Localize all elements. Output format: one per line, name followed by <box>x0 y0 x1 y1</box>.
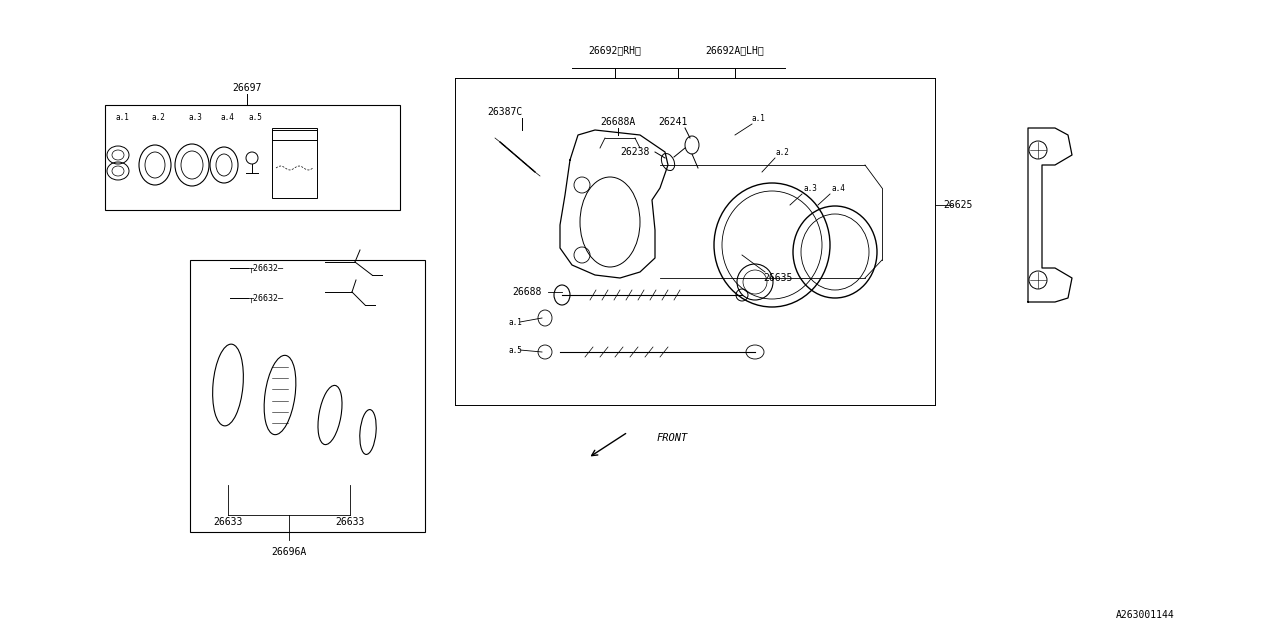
Text: 26633: 26633 <box>335 517 365 527</box>
Text: 26635: 26635 <box>763 273 792 283</box>
Text: a.5: a.5 <box>508 346 522 355</box>
Text: 26633: 26633 <box>214 517 243 527</box>
Bar <box>105 105 401 210</box>
Bar <box>273 130 317 140</box>
Text: a.1: a.1 <box>508 317 522 326</box>
Text: 26692A〈LH〉: 26692A〈LH〉 <box>705 45 764 55</box>
Text: 26697: 26697 <box>232 83 261 93</box>
Text: a.3: a.3 <box>188 113 202 122</box>
Text: a.1: a.1 <box>751 113 765 122</box>
Text: a.3: a.3 <box>803 184 817 193</box>
Text: a.2: a.2 <box>151 113 165 122</box>
Text: a.5: a.5 <box>248 113 262 122</box>
Text: 26238: 26238 <box>621 147 650 157</box>
Text: a.2: a.2 <box>776 147 788 157</box>
Text: a.4: a.4 <box>831 184 845 193</box>
Text: 26625: 26625 <box>943 200 973 210</box>
Text: a.1: a.1 <box>115 113 129 122</box>
Text: 26692〈RH〉: 26692〈RH〉 <box>589 45 641 55</box>
Bar <box>273 128 317 198</box>
Bar <box>189 260 425 532</box>
Text: 26688: 26688 <box>512 287 541 297</box>
Text: 26688A: 26688A <box>600 117 636 127</box>
Text: 26387C: 26387C <box>488 107 522 117</box>
Text: ┬26632─: ┬26632─ <box>248 293 283 303</box>
Text: ┬26632─: ┬26632─ <box>248 264 283 273</box>
Text: 26241: 26241 <box>658 117 687 127</box>
Text: 26696A: 26696A <box>271 547 307 557</box>
Text: A263001144: A263001144 <box>1116 610 1174 620</box>
Text: FRONT: FRONT <box>657 433 687 443</box>
Text: a.4: a.4 <box>220 113 234 122</box>
